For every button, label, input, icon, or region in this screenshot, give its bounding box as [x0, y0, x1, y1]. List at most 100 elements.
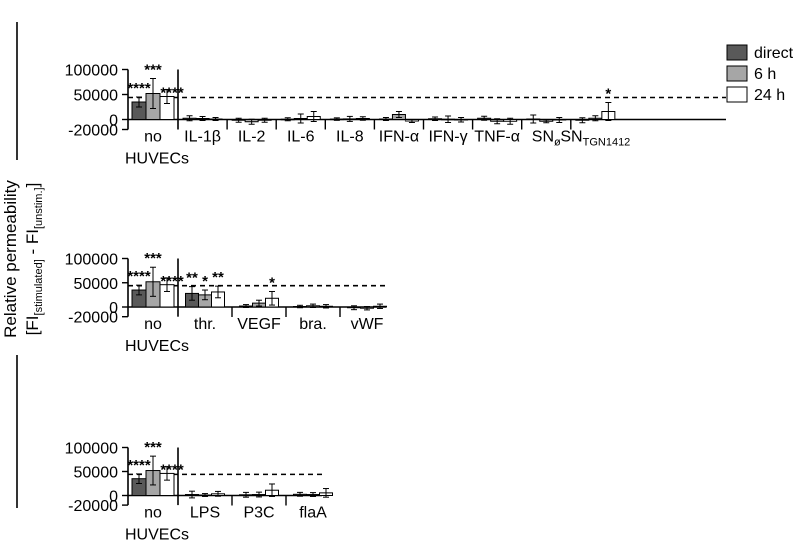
legend-entry: 6 h	[726, 65, 776, 83]
legend-label: 6 h	[754, 66, 776, 83]
category-label-main: LPS	[190, 505, 220, 522]
category-label: IL-6	[287, 129, 315, 146]
y-tick-label: -20000	[68, 123, 118, 140]
significance-label: ****	[160, 462, 184, 479]
category-label: no	[144, 505, 162, 522]
y-tick-label: 100000	[65, 63, 118, 80]
legend-swatch	[726, 86, 748, 103]
y-tick-label: -20000	[68, 310, 118, 327]
significance-label: ***	[144, 62, 162, 79]
y-tick-label: 50000	[74, 88, 119, 105]
category-label: IL-1β	[184, 129, 221, 146]
category-group: ** * **thr.	[185, 269, 225, 333]
category-group: IL-8	[329, 115, 370, 146]
significance-label: ****	[160, 85, 184, 102]
category-label: no	[144, 129, 162, 146]
category-label-main: bra.	[299, 316, 327, 333]
category-group: TNF-α	[474, 115, 520, 146]
category-label: TNF-α	[474, 129, 520, 146]
category-label-main: SN	[532, 129, 554, 146]
category-label-main: TNF-α	[474, 129, 520, 146]
category-group: flaA	[293, 488, 333, 522]
category-label: IL-8	[336, 129, 364, 146]
category-label: thr.	[194, 316, 216, 333]
significance-label: *	[605, 86, 611, 103]
category-label-line2: HUVECs	[125, 527, 189, 544]
category-label-main: no	[144, 505, 162, 522]
chart-panel-3: -20000050000100000***********noHUVECsLPS…	[65, 439, 333, 544]
y-tick-label: 0	[109, 113, 118, 130]
category-label: vWF	[351, 316, 384, 333]
y-tick-label: -20000	[68, 498, 118, 515]
significance-label: **	[212, 269, 224, 286]
category-label-main: P3C	[243, 505, 274, 522]
category-label: bra.	[299, 316, 327, 333]
y-tick-label: 100000	[65, 252, 118, 269]
category-label-main: IL-1β	[184, 129, 221, 146]
category-label-main: vWF	[351, 316, 384, 333]
significance-label: *	[202, 273, 208, 290]
category-label-sub: ø	[554, 137, 561, 149]
significance-label: ***	[144, 439, 162, 456]
y-tick-label: 50000	[74, 276, 119, 293]
significance-label: **	[186, 270, 198, 287]
category-label: IFN-γ	[428, 129, 467, 146]
y-axis-label-line1: Relative permeability	[1, 180, 20, 338]
category-label-main: IFN-α	[379, 129, 419, 146]
category-group: SNø	[526, 114, 567, 149]
category-label-line2: HUVECs	[125, 338, 189, 355]
category-label: SNø	[532, 129, 561, 149]
chart-panels: -20000050000100000***********noHUVECsIL-…	[65, 62, 726, 544]
y-axis-label-line2: [FI[stimulated] - FI[unstim.]]	[23, 183, 45, 336]
category-label-main: VEGF	[237, 316, 281, 333]
category-label-main: thr.	[194, 316, 216, 333]
legend-entry: direct	[726, 44, 794, 62]
category-label-main: no	[144, 316, 162, 333]
significance-label: ****	[127, 268, 151, 285]
y-label-part-close: ]	[23, 183, 42, 188]
legend: direct 6 h 24 h	[726, 44, 794, 104]
category-label: flaA	[299, 505, 327, 522]
significance-label: ****	[127, 457, 151, 474]
category-group: IL-1β	[182, 115, 223, 146]
category-label-main: no	[144, 129, 162, 146]
category-label-sub: TGN1412	[583, 137, 631, 149]
significance-label: ***	[144, 250, 162, 267]
y-tick-label: 0	[109, 300, 118, 317]
category-label-main: IFN-γ	[428, 129, 467, 146]
legend-swatch	[726, 65, 748, 82]
category-group: IFN-γ	[428, 115, 469, 146]
category-group: LPS	[185, 490, 225, 522]
significance-label: ****	[127, 80, 151, 97]
y-label-part-fi1: [FI	[23, 315, 42, 335]
category-label-main: SN	[560, 129, 582, 146]
significance-label: *	[269, 274, 275, 291]
category-label: IL-2	[238, 129, 266, 146]
category-label-line2: HUVECs	[125, 151, 189, 168]
category-label: P3C	[243, 505, 274, 522]
chart-panel-1: -20000050000100000***********noHUVECsIL-…	[65, 62, 726, 168]
category-label-main: flaA	[299, 505, 327, 522]
category-label: SNTGN1412	[560, 129, 630, 149]
category-group: P3C	[239, 483, 279, 522]
legend-label: 24 h	[754, 87, 785, 104]
category-label-main: IL-8	[336, 129, 364, 146]
y-tick-label: 0	[109, 489, 118, 506]
category-label: IFN-α	[379, 129, 419, 146]
category-label: LPS	[190, 505, 220, 522]
category-group: vWF	[347, 303, 387, 333]
category-group: IL-2	[231, 117, 272, 146]
legend-label: direct	[754, 45, 794, 62]
y-axis-title: Relative permeability [FI[stimulated] - …	[1, 22, 45, 508]
category-label: no	[144, 316, 162, 333]
y-label-part-stimulated: [stimulated]	[33, 259, 45, 315]
y-tick-label: 100000	[65, 441, 118, 458]
category-label-main: IL-2	[238, 129, 266, 146]
y-label-part-unstim: [unstim.]	[33, 187, 45, 229]
category-group: * VEGF	[237, 274, 281, 333]
